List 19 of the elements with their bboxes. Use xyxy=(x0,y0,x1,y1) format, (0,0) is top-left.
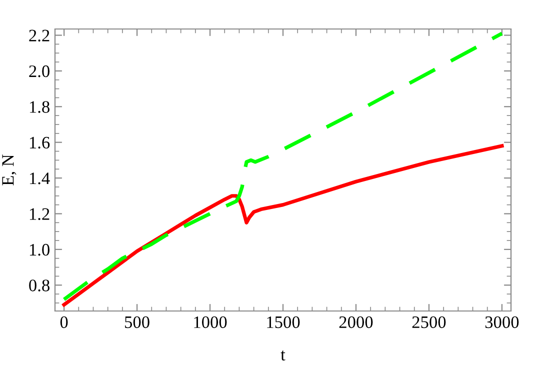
line-series xyxy=(62,144,504,307)
y-tick-label: 1.6 xyxy=(30,136,50,149)
x-axis-title: t xyxy=(280,350,286,360)
y-axis-title: E, N xyxy=(2,154,16,186)
y-tick-label: 2.2 xyxy=(29,30,50,42)
x-tick-label: 3000 xyxy=(485,316,519,328)
y-tick-label: 1.4 xyxy=(30,172,50,184)
x-tick-label: 0 xyxy=(60,316,68,328)
x-tick-label: 500 xyxy=(125,316,150,328)
x-tick-label: 1500 xyxy=(267,316,300,328)
y-tick-label: 1.0 xyxy=(30,244,50,256)
x-tick-label: 2000 xyxy=(339,316,373,328)
y-tick-label: 1.2 xyxy=(30,208,50,220)
x-tick-label: 2500 xyxy=(412,316,446,328)
line-series xyxy=(62,32,504,302)
y-tick-label: 2.0 xyxy=(29,65,50,78)
y-tick-label: 1.8 xyxy=(30,101,50,113)
y-tick-label: 0.8 xyxy=(29,280,50,292)
x-tick-label: 1000 xyxy=(194,316,227,328)
